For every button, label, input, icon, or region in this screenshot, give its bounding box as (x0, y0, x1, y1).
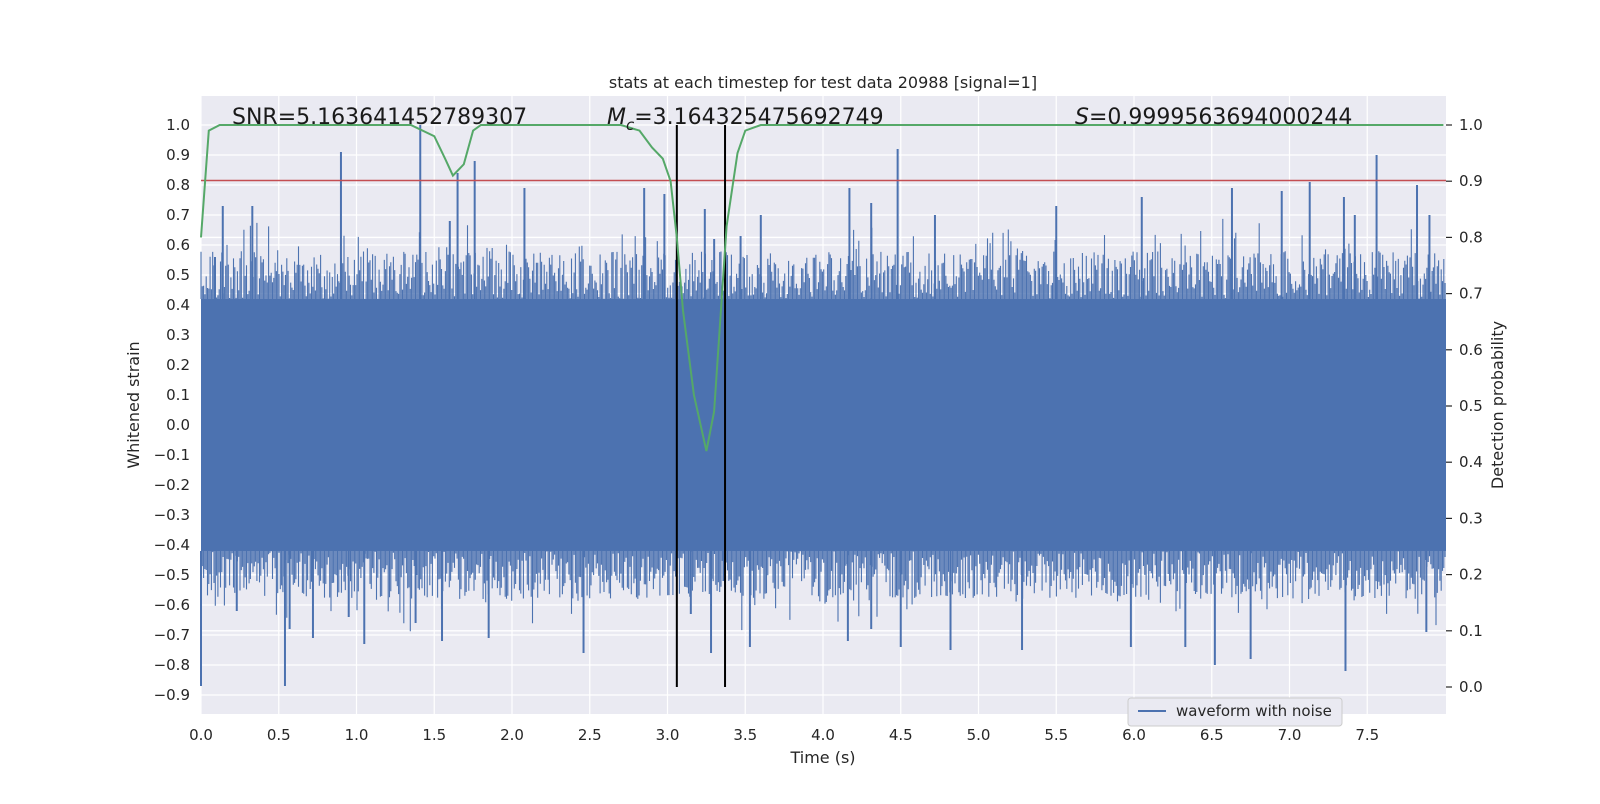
x-tick-label: 1.5 (422, 726, 446, 744)
x-tick-label: 0.0 (189, 726, 213, 744)
y-tick-label-right: 0.2 (1459, 566, 1483, 584)
y-tick-label-left: −0.5 (154, 566, 190, 584)
y-tick-label-left: −0.1 (154, 446, 190, 464)
y-axis-label-right: Detection probability (1488, 321, 1507, 489)
x-tick-label: 2.5 (578, 726, 602, 744)
waveform-noise-upper (200, 218, 1446, 299)
y-tick-label-right: 0.3 (1459, 509, 1483, 527)
waveform-noise (200, 218, 1446, 632)
y-ticks-left: −0.9 −0.8 −0.7 −0.6 −0.5 −0.4 −0.3 −0.2 −0.1 0.0 0… (154, 116, 190, 704)
y-tick-label-left: −0.9 (154, 686, 190, 704)
x-tick-label: 3.0 (656, 726, 680, 744)
legend-box (1127, 697, 1343, 727)
y-tick-label-right: 0.0 (1459, 678, 1483, 696)
y-tick-label-left: 0.0 (166, 416, 190, 434)
x-tick-label: 5.0 (967, 726, 991, 744)
x-tick-label: 0.5 (267, 726, 291, 744)
y-tick-label-right: 0.5 (1459, 397, 1483, 415)
score-annotation: S=0.9999563694000244 (1075, 105, 1352, 130)
x-tick-label: 4.5 (889, 726, 913, 744)
legend-label: waveform with noise (1176, 702, 1332, 720)
waveform-spikes (200, 125, 1431, 686)
x-axis-label: Time (s) (789, 748, 855, 767)
x-tick-label: 7.0 (1278, 726, 1302, 744)
y-tick-label-right: 1.0 (1459, 116, 1483, 134)
x-tick-label: 6.5 (1200, 726, 1224, 744)
chart-title: stats at each timestep for test data 209… (609, 73, 1037, 92)
snr-annotation: SNR=5.163641452789307 (232, 105, 527, 130)
y-tick-label-right: 0.9 (1459, 172, 1483, 190)
y-tick-label-left: −0.4 (154, 536, 190, 554)
x-tick-label: 2.0 (500, 726, 524, 744)
y-tick-label-left: 0.9 (166, 146, 190, 164)
x-tick-label: 4.0 (811, 726, 835, 744)
y-tick-label-left: 0.5 (166, 266, 190, 284)
x-tick-label: 1.0 (345, 726, 369, 744)
y-tick-label-left: 0.7 (166, 206, 190, 224)
y-tick-label-right: 0.6 (1459, 341, 1483, 359)
y-axis-label-left: Whitened strain (124, 341, 143, 468)
y-tick-label-right: 0.7 (1459, 285, 1483, 303)
x-ticks: 0.0 0.5 1.0 1.5 2.0 2.5 3.0 3.5 4.0 4.5 5.0 5.5 6.0 6… (189, 726, 1379, 744)
y-tick-label-left: −0.7 (154, 626, 190, 644)
detection-probability-line (200, 124, 1444, 452)
y-tick-label-left: 0.2 (166, 356, 190, 374)
y-tick-label-right: 0.4 (1459, 453, 1483, 471)
x-tick-label: 6.0 (1122, 726, 1146, 744)
legend: waveform with noise (1127, 697, 1343, 727)
y-tick-label-left: 0.4 (166, 296, 190, 314)
y-tick-label-left: −0.2 (154, 476, 190, 494)
y-tick-label-left: 0.8 (166, 176, 190, 194)
y-tick-label-left: 0.3 (166, 326, 190, 344)
y-tick-label-right: 0.8 (1459, 228, 1483, 246)
chirp-mass-annotation: Mc=3.164325475692749 (607, 105, 884, 134)
x-tick-label: 7.5 (1355, 726, 1379, 744)
y-tick-label-left: 0.1 (166, 386, 190, 404)
x-tick-label: 3.5 (733, 726, 757, 744)
y-tick-label-left: −0.6 (154, 596, 190, 614)
y-tick-label-left: 1.0 (166, 116, 190, 134)
y-tick-label-left: −0.3 (154, 506, 190, 524)
waveform-bulk-band (201, 299, 1446, 551)
y-ticks-right: 0.0 0.1 0.2 0.3 0.4 0.5 0.6 0.7 0.8 0.9 1.0 (1446, 116, 1483, 696)
y-tick-label-left: −0.8 (154, 656, 190, 674)
y-tick-label-left: 0.6 (166, 236, 190, 254)
y-tick-label-right: 0.1 (1459, 622, 1483, 640)
x-tick-label: 5.5 (1044, 726, 1068, 744)
